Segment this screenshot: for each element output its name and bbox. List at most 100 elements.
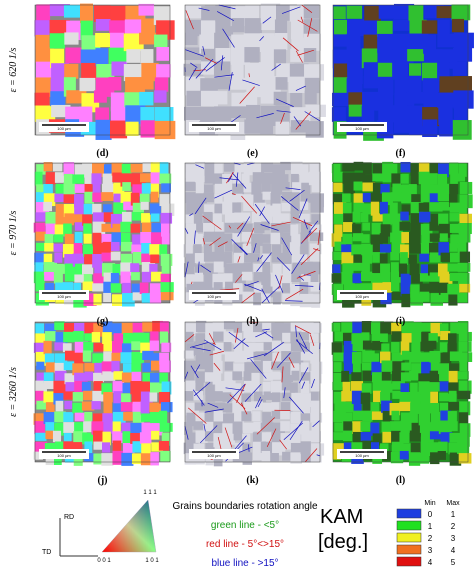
grain [64,373,78,385]
grain [292,182,302,194]
grain [112,421,121,433]
grain [222,392,232,402]
boundary [193,382,211,397]
grain [110,283,122,293]
grain [112,294,123,306]
grain [290,284,303,296]
grain [203,342,217,355]
grain [309,232,324,242]
boundary [227,383,246,404]
grain [45,211,59,226]
grain [437,33,456,48]
grain [159,422,173,432]
boundary [242,79,260,86]
grain [130,163,143,173]
grain [223,413,235,425]
grain [370,402,380,412]
grain [400,412,412,426]
grain [418,162,430,175]
grain [262,322,275,331]
grain [341,370,350,383]
grain [140,193,150,202]
grain [429,202,443,212]
grain [334,402,348,412]
grain [224,263,237,274]
grain [280,161,291,171]
scale-label: 100 µm [207,294,221,299]
grain [223,331,236,344]
boundary [194,197,207,215]
grain [261,274,272,286]
grain [331,284,344,295]
grain [123,411,134,421]
grain [272,263,282,276]
grain [272,292,281,305]
boundary [209,350,224,356]
grain [94,362,106,375]
scale-box [39,290,89,300]
grain [203,243,212,254]
grain [347,48,362,69]
grain [362,362,372,371]
kam-max: 4 [451,546,456,555]
grain [360,392,371,404]
grain [341,244,352,255]
grain [222,403,234,413]
grain [103,212,116,223]
grain [101,192,115,202]
grain [225,211,235,225]
rd-label: RD [64,514,74,521]
ipf-111: 1 1 1 [143,490,157,496]
grain [262,261,271,276]
grain [150,331,159,344]
grain [74,412,89,422]
grain [253,292,261,306]
boundaries-title: Grains boundaries rotation angle [172,501,318,512]
grain [242,422,254,434]
grain [253,163,261,175]
grain [429,281,439,293]
grain [372,213,385,222]
grain [130,380,142,395]
grain [253,361,265,374]
grain [195,430,208,443]
grain [430,391,438,404]
grain [74,322,86,335]
grain [193,233,203,247]
grain [272,172,282,184]
boundary [189,342,209,348]
grain [130,223,141,233]
grain [309,251,321,262]
grain [160,282,174,293]
grain [222,380,236,394]
grain [331,342,342,355]
boundary [246,227,255,246]
grain [392,390,402,399]
grain [54,342,66,351]
grain [141,271,151,283]
boundary [218,4,236,10]
grain [261,211,273,224]
grain [360,283,373,293]
boundary [199,425,218,444]
grain [364,5,381,23]
grain [381,421,391,433]
grain [401,350,410,360]
grain [214,342,225,355]
scale-label: 100 µm [355,126,369,131]
grain [35,390,44,405]
grain [418,452,430,464]
grain [333,372,344,387]
grain [261,162,274,173]
grain [342,193,351,203]
grain [253,202,267,213]
grain [399,401,411,412]
grain [140,391,153,405]
grain [83,244,95,257]
grain [91,173,102,185]
grain [142,362,152,372]
grain [370,234,382,245]
grain [131,283,141,293]
grain [305,121,324,138]
grain [362,440,375,452]
